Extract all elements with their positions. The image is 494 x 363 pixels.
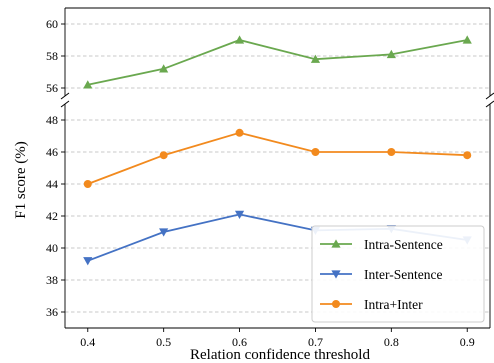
- y-tick-label-bottom: 46: [46, 145, 58, 159]
- data-point-intra-sentence: [234, 35, 245, 44]
- legend-marker-intra-inter: [332, 300, 340, 308]
- y-axis-title: F1 score (%): [13, 141, 29, 218]
- x-tick-label: 0.9: [460, 335, 475, 349]
- y-tick-label-bottom: 44: [46, 177, 58, 191]
- axis-break-mark: [60, 92, 70, 100]
- y-tick-label-bottom: 48: [46, 113, 58, 127]
- y-tick-label-bottom: 40: [46, 241, 58, 255]
- x-tick-label: 0.5: [156, 335, 171, 349]
- legend-label-intra-sentence: Intra-Sentence: [364, 237, 443, 252]
- legend-label-inter-sentence: Inter-Sentence: [364, 267, 442, 282]
- axis-break-mark: [485, 100, 494, 108]
- legend-box: [311, 225, 485, 323]
- y-tick-label-top: 58: [46, 49, 58, 63]
- y-tick-label-bottom: 42: [46, 209, 58, 223]
- legend-label-intra-inter: Intra+Inter: [364, 297, 423, 312]
- axis-break-mark: [485, 92, 494, 100]
- x-tick-label: 0.6: [232, 335, 247, 349]
- data-point-intra-inter: [463, 151, 472, 160]
- data-point-intra-sentence: [462, 35, 472, 44]
- data-point-intra-sentence: [386, 49, 396, 59]
- data-point-inter-sentence: [234, 210, 245, 219]
- legend-marker-inter-sentence: [331, 270, 341, 279]
- series-layer: [83, 35, 472, 266]
- axis-break-mark: [60, 100, 70, 108]
- data-point-inter-sentence: [83, 257, 93, 266]
- x-tick-label: 0.4: [80, 335, 95, 349]
- data-point-intra-inter: [387, 148, 396, 156]
- x-axis-title: Relation confidence threshold: [190, 347, 370, 363]
- data-point-intra-inter: [311, 148, 320, 156]
- x-tick-label: 0.7: [308, 335, 323, 349]
- series-line-intra-inter: [87, 131, 468, 185]
- legend: Intra-Sentence Inter-Sentence Intra+Inter: [311, 225, 485, 323]
- data-point-intra-sentence: [310, 54, 321, 63]
- legend-marker-intra-sentence: [331, 239, 341, 248]
- data-point-intra-inter: [83, 180, 92, 188]
- data-point-intra-inter: [159, 151, 168, 160]
- x-tick-label: 0.8: [384, 335, 399, 349]
- y-tick-label-bottom: 38: [46, 273, 58, 287]
- y-tick-label-top: 56: [46, 81, 58, 95]
- data-point-intra-sentence: [159, 64, 169, 73]
- data-point-intra-sentence: [83, 80, 93, 89]
- y-tick-label-bottom: 36: [46, 305, 58, 319]
- tick-layer: 56 58 60 36 38 40 42 44 46 48 0.4 0.5 0.6 0.7 0.8 0.9: [46, 17, 475, 349]
- data-point-inter-sentence: [159, 228, 169, 237]
- data-point-intra-inter: [235, 128, 244, 137]
- series-line-intra-sentence: [87, 39, 468, 86]
- y-tick-label-top: 60: [46, 17, 58, 31]
